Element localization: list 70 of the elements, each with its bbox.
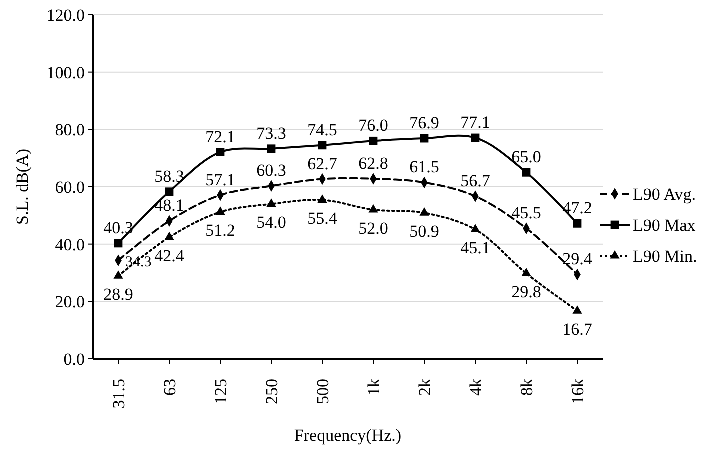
x-axis-title: Frequency(Hz.)	[294, 426, 402, 445]
data-label: 62.8	[358, 154, 388, 173]
x-tick-label: 1k	[364, 378, 384, 396]
legend-label: L90 Max	[633, 216, 696, 235]
data-label: 57.1	[206, 170, 236, 190]
point	[114, 270, 124, 279]
data-label: 76.0	[358, 116, 388, 136]
data-label: 65.0	[512, 148, 542, 167]
point	[114, 239, 123, 248]
y-tick-label: 120.0	[46, 6, 85, 25]
x-tick-label: 63	[160, 379, 180, 396]
point	[522, 268, 532, 276]
data-label: 29.8	[512, 282, 542, 302]
data-label: 60.3	[256, 161, 286, 180]
x-tick-label: 2k	[415, 378, 434, 396]
data-label: 29.4	[562, 250, 593, 269]
point	[420, 134, 429, 143]
data-label: 47.2	[562, 198, 592, 218]
data-label: 74.5	[308, 120, 338, 140]
data-label: 40.3	[104, 218, 134, 238]
x-tick-label: 8k	[517, 378, 536, 396]
data-label: 76.9	[410, 114, 440, 133]
point	[164, 232, 174, 240]
data-label: 52.0	[358, 218, 388, 238]
y-tick-label: 60.0	[55, 178, 85, 197]
data-label: 72.1	[206, 127, 236, 146]
data-label: 54.0	[256, 213, 286, 232]
data-label: 42.4	[154, 246, 185, 266]
point	[420, 208, 430, 216]
point	[522, 168, 531, 177]
point	[266, 198, 276, 207]
data-label: 55.4	[308, 209, 338, 228]
y-tick-label: 0.0	[64, 350, 85, 369]
data-label: 56.7	[460, 171, 491, 190]
data-label: 48.1	[154, 196, 184, 216]
x-tick-label: 31.5	[109, 379, 128, 409]
point	[573, 220, 582, 228]
point	[318, 194, 328, 203]
data-label: 45.1	[460, 238, 490, 258]
point	[368, 204, 378, 213]
point	[572, 306, 582, 314]
data-label: 45.5	[512, 204, 542, 223]
data-label: 73.3	[256, 124, 286, 143]
data-label: 51.2	[206, 221, 236, 240]
point	[267, 144, 276, 154]
point	[216, 206, 226, 215]
point	[165, 188, 174, 196]
data-label: 16.7	[562, 320, 593, 340]
x-tick-label: 16k	[568, 378, 588, 404]
data-label: 61.5	[410, 158, 440, 177]
x-tick-label: 250	[262, 379, 282, 404]
data-label: 50.9	[410, 222, 440, 242]
point	[318, 141, 327, 150]
x-tick-label: 500	[313, 379, 332, 404]
x-tick-label: 4k	[466, 378, 486, 396]
y-tick-label: 20.0	[55, 292, 85, 312]
point	[216, 148, 225, 156]
point	[369, 136, 378, 146]
legend-label: L90 Avg.	[633, 184, 696, 204]
data-label: 62.7	[308, 154, 338, 174]
x-tick-label: 125	[211, 379, 230, 404]
point	[470, 224, 480, 232]
point	[471, 134, 480, 142]
legend-label: L90 Min.	[633, 246, 698, 266]
y-tick-label: 100.0	[46, 63, 85, 82]
data-label: 77.1	[460, 112, 490, 132]
y-axis-title: S.L. dB(A)	[13, 148, 32, 226]
y-tick-label: 80.0	[55, 120, 85, 140]
data-label: 28.9	[104, 285, 134, 304]
y-tick-label: 40.0	[55, 235, 85, 254]
